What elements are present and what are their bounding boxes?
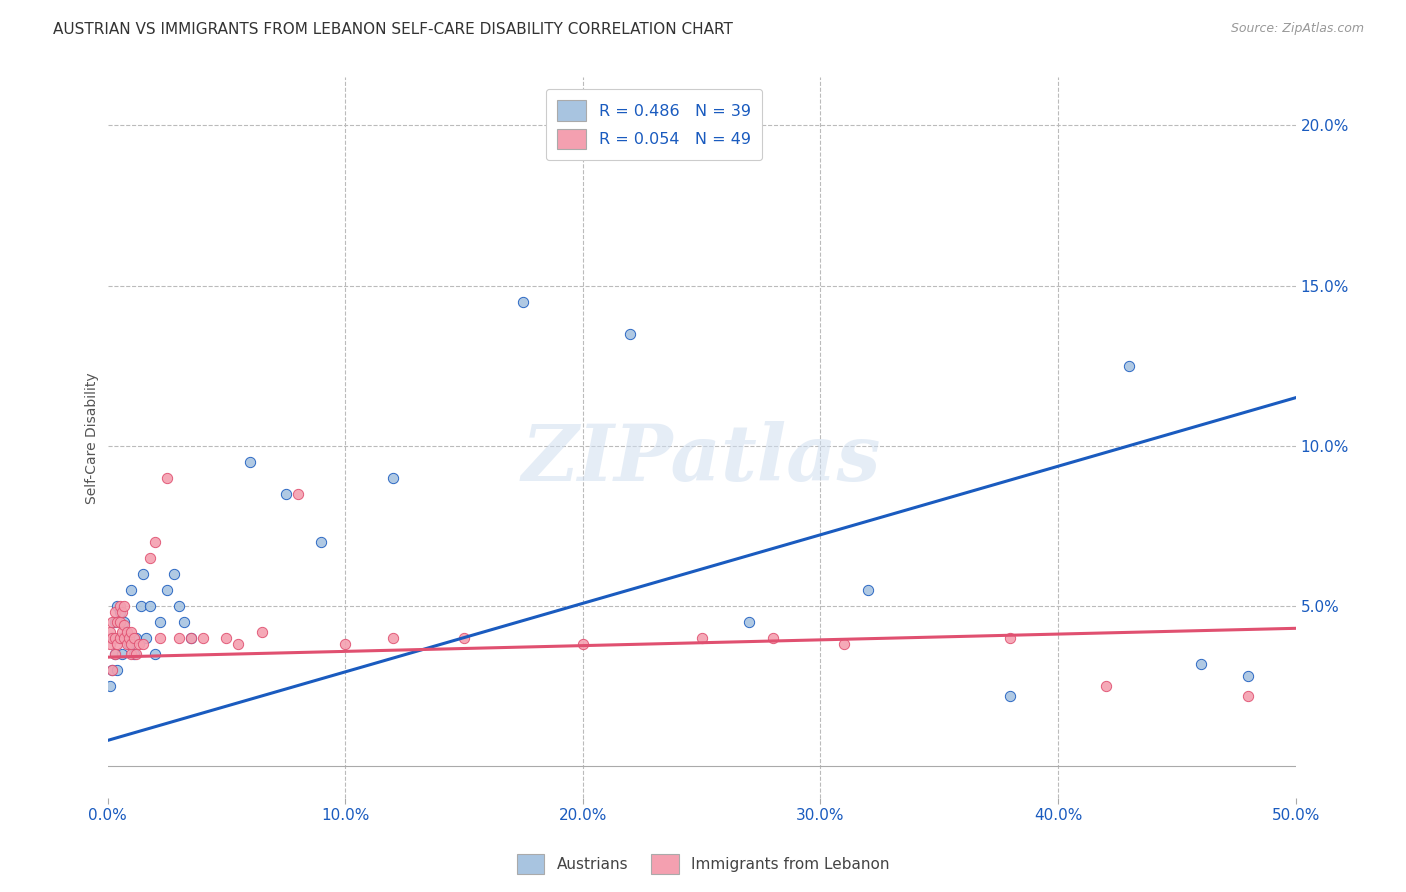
Point <box>101 615 124 629</box>
Point <box>143 647 166 661</box>
Point <box>239 455 262 469</box>
Point <box>690 631 713 645</box>
Point <box>381 471 404 485</box>
Point <box>738 615 761 629</box>
Point <box>122 631 145 645</box>
Point <box>108 615 131 629</box>
Point <box>120 624 142 639</box>
Point <box>381 631 404 645</box>
Point <box>105 663 128 677</box>
Point <box>156 471 179 485</box>
Point <box>335 637 357 651</box>
Point <box>104 631 127 645</box>
Point <box>101 663 124 677</box>
Point <box>111 624 134 639</box>
Point <box>1237 669 1260 683</box>
Point <box>115 637 138 651</box>
Point <box>512 294 534 309</box>
Point <box>311 534 333 549</box>
Point <box>1237 689 1260 703</box>
Point <box>104 615 127 629</box>
Point <box>250 624 273 639</box>
Point <box>115 631 138 645</box>
Point <box>149 615 172 629</box>
Point <box>1189 657 1212 671</box>
Point <box>135 631 157 645</box>
Point <box>101 631 124 645</box>
Point <box>98 637 121 651</box>
Point <box>139 550 162 565</box>
Point <box>125 647 148 661</box>
Y-axis label: Self-Care Disability: Self-Care Disability <box>86 372 100 504</box>
Point <box>105 637 128 651</box>
Point <box>1000 689 1022 703</box>
Point <box>120 582 142 597</box>
Legend: R = 0.486   N = 39, R = 0.054   N = 49: R = 0.486 N = 39, R = 0.054 N = 49 <box>546 89 762 161</box>
Point <box>1094 679 1116 693</box>
Point <box>101 663 124 677</box>
Point <box>115 624 138 639</box>
Point <box>118 631 141 645</box>
Point <box>112 615 135 629</box>
Point <box>173 615 195 629</box>
Point <box>143 534 166 549</box>
Point <box>108 599 131 613</box>
Point <box>132 637 155 651</box>
Point <box>762 631 785 645</box>
Point <box>104 647 127 661</box>
Point <box>156 582 179 597</box>
Point <box>191 631 214 645</box>
Point <box>108 631 131 645</box>
Point <box>98 624 121 639</box>
Point <box>105 615 128 629</box>
Point <box>129 599 152 613</box>
Point <box>139 599 162 613</box>
Point <box>120 647 142 661</box>
Point <box>132 566 155 581</box>
Point <box>619 326 641 341</box>
Point <box>149 631 172 645</box>
Point <box>111 647 134 661</box>
Point <box>112 599 135 613</box>
Text: AUSTRIAN VS IMMIGRANTS FROM LEBANON SELF-CARE DISABILITY CORRELATION CHART: AUSTRIAN VS IMMIGRANTS FROM LEBANON SELF… <box>53 22 734 37</box>
Point <box>112 618 135 632</box>
Point <box>167 599 190 613</box>
Point <box>856 582 879 597</box>
Point <box>111 605 134 619</box>
Point <box>112 631 135 645</box>
Text: ZIPatlas: ZIPatlas <box>522 421 882 498</box>
Point <box>167 631 190 645</box>
Point <box>453 631 475 645</box>
Point <box>215 631 238 645</box>
Point <box>108 631 131 645</box>
Point <box>118 637 141 651</box>
Point <box>104 647 127 661</box>
Point <box>101 631 124 645</box>
Point <box>125 631 148 645</box>
Point <box>105 599 128 613</box>
Point <box>180 631 202 645</box>
Point <box>572 637 595 651</box>
Point <box>98 679 121 693</box>
Point <box>287 487 309 501</box>
Point <box>1000 631 1022 645</box>
Point <box>120 637 142 651</box>
Text: Source: ZipAtlas.com: Source: ZipAtlas.com <box>1230 22 1364 36</box>
Point <box>1118 359 1140 373</box>
Point <box>832 637 855 651</box>
Point <box>180 631 202 645</box>
Point <box>104 605 127 619</box>
Legend: Austrians, Immigrants from Lebanon: Austrians, Immigrants from Lebanon <box>510 848 896 880</box>
Point <box>226 637 249 651</box>
Point <box>122 647 145 661</box>
Point <box>128 637 150 651</box>
Point <box>163 566 186 581</box>
Point <box>108 605 131 619</box>
Point <box>274 487 297 501</box>
